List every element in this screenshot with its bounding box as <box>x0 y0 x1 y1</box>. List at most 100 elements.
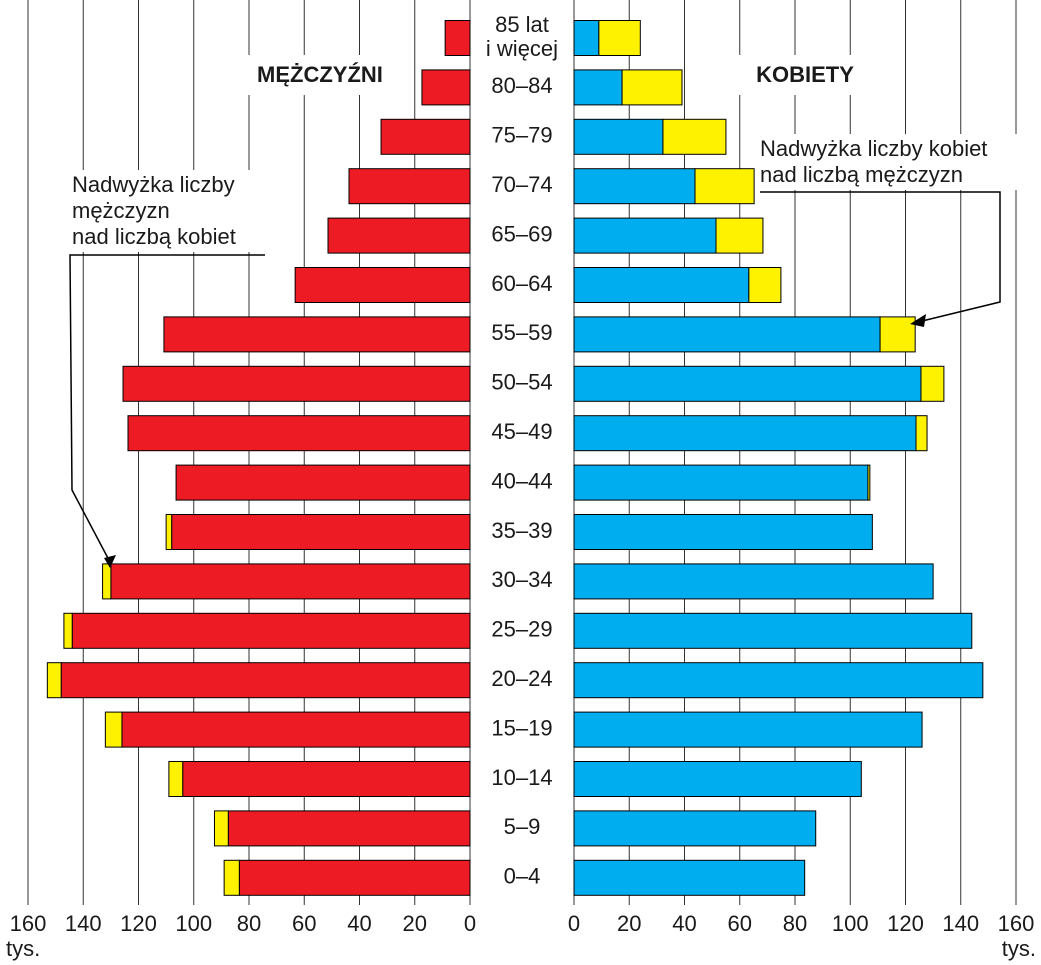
bar <box>879 316 916 353</box>
bar <box>573 464 869 501</box>
bar <box>60 662 471 699</box>
category-label: 45–49 <box>491 419 552 444</box>
bar <box>573 365 922 402</box>
x-tick-label: 0 <box>568 911 580 936</box>
bar <box>598 20 641 56</box>
bar <box>715 217 764 254</box>
category-label: 70–74 <box>491 172 552 197</box>
category-label: 20–24 <box>491 666 552 691</box>
x-tick-label: 120 <box>887 911 924 936</box>
bar <box>223 859 240 896</box>
bar <box>573 612 973 649</box>
axis-unit: tys. <box>6 936 40 961</box>
bar <box>915 415 928 452</box>
bar <box>573 267 750 303</box>
bar <box>573 118 664 155</box>
bar <box>573 316 881 353</box>
category-label: 40–44 <box>491 468 552 493</box>
annotation: nad liczbą mężczyzn <box>760 162 963 187</box>
bar <box>294 267 471 303</box>
x-tick-label: 160 <box>998 911 1035 936</box>
x-tick-label: 20 <box>403 911 427 936</box>
bar <box>573 761 862 797</box>
x-tick-label: 0 <box>464 911 476 936</box>
x-tick-label: 140 <box>65 911 102 936</box>
annotation: nad liczbą kobiet <box>72 224 236 249</box>
category-label: 85 lat i więcej <box>486 12 558 61</box>
annotation-bg <box>68 170 278 252</box>
x-tick-label: 100 <box>832 911 869 936</box>
x-tick-label: 40 <box>347 911 371 936</box>
category-label: 10–14 <box>491 765 552 790</box>
bar <box>573 711 923 748</box>
bar <box>238 859 471 896</box>
bar <box>421 69 471 106</box>
bar <box>163 316 471 353</box>
panel-title: MĘŻCZYŹNI <box>257 62 383 87</box>
bar <box>71 612 471 649</box>
bar <box>110 563 471 600</box>
annotation: Nadwyżka liczby kobiet <box>760 136 987 161</box>
bar <box>748 267 782 303</box>
bar <box>920 365 945 402</box>
bar <box>573 168 696 205</box>
bar <box>573 217 717 254</box>
bar <box>867 464 871 501</box>
annotation-bg <box>756 134 1024 190</box>
bar <box>662 118 727 155</box>
bar <box>168 761 184 797</box>
x-tick-label: 120 <box>120 911 157 936</box>
category-label: 30–34 <box>491 567 552 592</box>
category-label: 75–79 <box>491 123 552 148</box>
arrow-right <box>760 191 1001 323</box>
title-bg <box>715 55 895 95</box>
bar <box>573 415 917 452</box>
bar <box>444 20 471 56</box>
bar <box>348 168 471 205</box>
annotation: mężczyzn <box>72 198 170 223</box>
bar <box>573 20 600 56</box>
bar <box>182 761 471 797</box>
category-label: 50–54 <box>491 370 552 395</box>
category-label: 65–69 <box>491 221 552 246</box>
bar <box>621 69 683 106</box>
bar <box>46 662 62 699</box>
x-tick-label: 60 <box>728 911 752 936</box>
x-tick-label: 80 <box>783 911 807 936</box>
category-label: 5–9 <box>504 814 541 839</box>
bar <box>171 514 471 550</box>
bar <box>573 662 984 699</box>
bar <box>573 859 806 896</box>
bar <box>573 514 873 550</box>
bar <box>327 217 471 254</box>
panel-title: KOBIETY <box>756 62 854 87</box>
bar <box>63 612 73 649</box>
bar <box>213 810 229 847</box>
category-label: 55–59 <box>491 320 552 345</box>
category-label: 35–39 <box>491 518 552 543</box>
axis-unit: tys. <box>1002 936 1036 961</box>
category-label: 0–4 <box>504 864 541 889</box>
bar <box>122 365 471 402</box>
arrow-left <box>69 254 265 563</box>
arrow-head <box>104 555 116 568</box>
bar <box>102 563 112 600</box>
bars <box>46 20 984 896</box>
bar <box>227 810 471 847</box>
bar <box>694 168 755 205</box>
x-tick-label: 100 <box>175 911 212 936</box>
category-label: 60–64 <box>491 271 552 296</box>
x-tick-label: 60 <box>292 911 316 936</box>
x-tick-label: 160 <box>10 911 47 936</box>
x-tick-label: 40 <box>672 911 696 936</box>
bar <box>104 711 123 748</box>
bar <box>175 464 471 501</box>
x-tick-label: 140 <box>942 911 979 936</box>
arrows <box>69 191 1001 563</box>
bar <box>573 69 623 106</box>
category-label: 15–19 <box>491 715 552 740</box>
bar <box>127 415 471 452</box>
bar <box>121 711 471 748</box>
bar <box>165 514 173 550</box>
labels: 85 lat i więcej 80–84 75–79 70–74 65–69 60–64 5… <box>6 12 1036 961</box>
